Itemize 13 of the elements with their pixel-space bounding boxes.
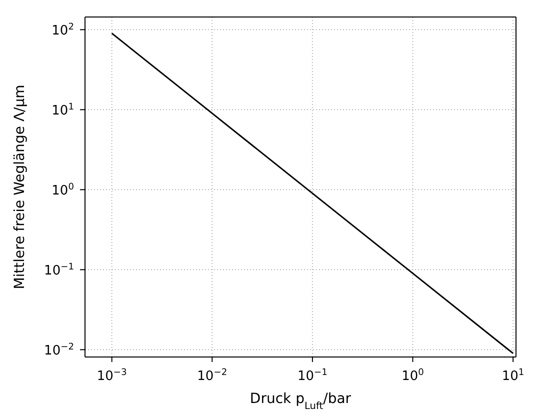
- y-tick-label: 10$^{−2}$: [44, 342, 74, 359]
- y-tick-label: 10$^{−1}$: [44, 262, 74, 279]
- y-tick-label: 10$^{0}$: [52, 182, 74, 199]
- y-axis-title: Mittlere freie Weglänge Λ/μm: [12, 84, 28, 290]
- x-tick-label: 10$^{−1}$: [297, 368, 328, 384]
- y-tick-label: 10$^{2}$: [52, 22, 74, 39]
- line-series: [111, 32, 514, 354]
- y-tick-label: 10$^{1}$: [52, 102, 74, 119]
- x-axis-title: Druck p$_{Luft}$/bar: [250, 391, 352, 412]
- x-tick-label: 10$^{−2}$: [197, 368, 228, 384]
- x-tick-label: 10$^{0}$: [402, 368, 424, 384]
- x-tick-label: 10$^{1}$: [502, 368, 524, 384]
- x-tick-label: 10$^{−3}$: [96, 368, 128, 384]
